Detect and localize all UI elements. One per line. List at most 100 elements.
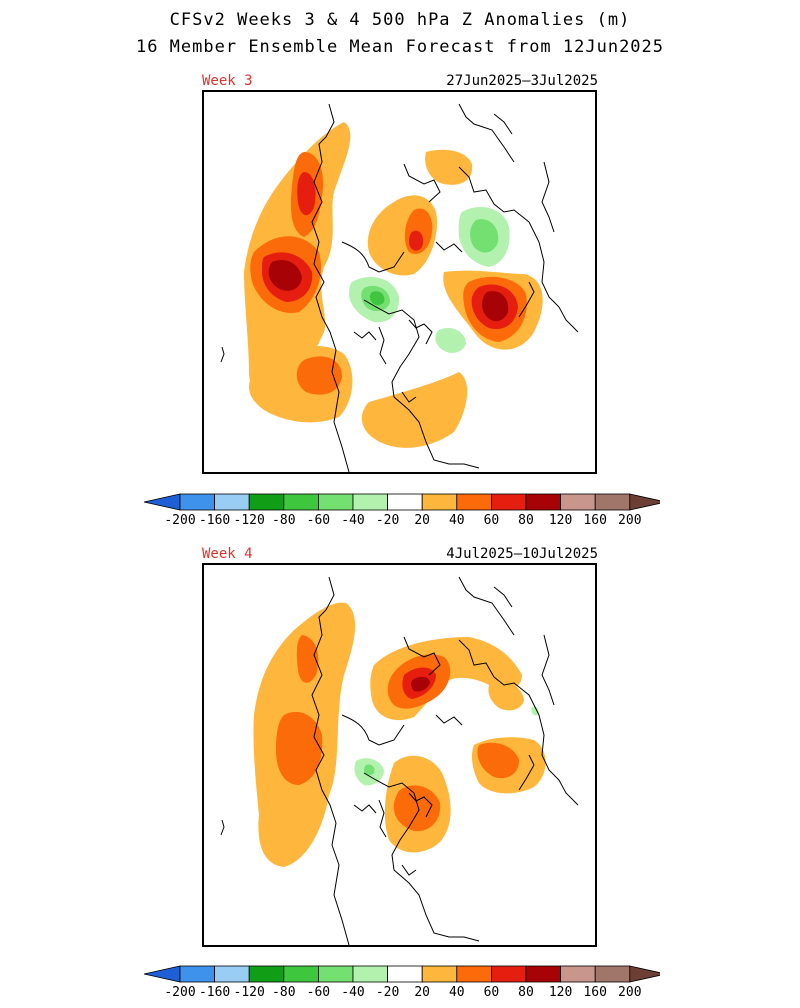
- colorbar-tick-label: 20: [414, 985, 430, 1000]
- week3-negative-anomalies: [349, 207, 510, 353]
- colorbar-tick-label: -60: [307, 513, 330, 528]
- week4-anomaly-map: [220, 576, 579, 945]
- colorbar-tick-label: 120: [549, 513, 572, 528]
- colorbar-swatch: [179, 493, 215, 511]
- week3-anomaly-60-region: [297, 172, 316, 216]
- week3-coastline: [220, 346, 225, 363]
- week3-coastline: [458, 103, 515, 163]
- week3-anomaly-80-region: [268, 259, 302, 291]
- colorbar-tick-label: 20: [414, 513, 430, 528]
- colorbar-swatch: [283, 965, 319, 983]
- colorbar-swatch: [490, 965, 527, 983]
- week4-anomaly-40-region: [276, 711, 323, 785]
- colorbar-swatch: [317, 965, 354, 983]
- colorbar-tick-label: 60: [484, 513, 500, 528]
- colorbar-tick-label: 40: [449, 513, 465, 528]
- week4-anomaly-minus20-region: [531, 706, 539, 716]
- week4-anomaly-80-region: [411, 676, 430, 692]
- colorbar-week4: -200 -160 -120 -80 -60 -40 -20 20 40 60 80 120 160 20…: [143, 965, 660, 1000]
- colorbar-swatch: [456, 493, 492, 511]
- week3-anomaly-minus60-region: [369, 291, 385, 306]
- colorbar-tick-label: -40: [341, 513, 364, 528]
- week3-coastline: [458, 166, 579, 333]
- week3-map: [202, 90, 597, 474]
- colorbar-tick-label: -200: [164, 985, 195, 1000]
- colorbar-swatch: [283, 493, 319, 511]
- colorbar-tick-labels: -200 -160 -120 -80 -60 -40 -20 20 40 60 80 120 160 20…: [164, 513, 641, 528]
- week4-coastline: [435, 714, 463, 726]
- week4-coastlines: [220, 576, 579, 945]
- week4-negative-anomalies: [354, 706, 539, 786]
- colorbar-swatch: [214, 965, 250, 983]
- colorbar-tick-labels: -200 -160 -120 -80 -60 -40 -20 20 40 60 80 120 160 20…: [164, 985, 641, 1000]
- colorbar-swatches: [143, 493, 660, 511]
- colorbar-swatch: [352, 965, 388, 983]
- colorbar-week3: -200 -160 -120 -80 -60 -40 -20 20 40 60 80 120 160 20…: [143, 493, 660, 528]
- week4-coastline: [458, 639, 579, 806]
- week4-positive-anomalies: [253, 602, 546, 867]
- week3-coastline: [493, 113, 513, 135]
- week3-coastline: [363, 299, 480, 469]
- colorbar-swatch: [421, 493, 458, 511]
- colorbar-swatch: [490, 493, 527, 511]
- colorbar-tick-label: 40: [449, 985, 465, 1000]
- colorbar-swatch: [387, 965, 423, 983]
- week4-coastline: [408, 792, 433, 818]
- week4-coastline: [458, 576, 515, 636]
- week3-coastline: [401, 391, 417, 403]
- colorbar-swatch: [594, 965, 631, 983]
- colorbar-tick-label: -40: [341, 985, 364, 1000]
- week4-coastline: [401, 864, 417, 876]
- week3-coastline: [311, 103, 350, 472]
- colorbar-swatch: [629, 965, 660, 983]
- colorbar-swatch: [594, 493, 631, 511]
- colorbar-tick-label: -20: [376, 513, 399, 528]
- colorbar-tick-label: 80: [518, 985, 534, 1000]
- colorbar-swatch: [179, 965, 215, 983]
- week4-anomaly-20-region: [488, 681, 524, 711]
- colorbar-swatch: [525, 493, 561, 511]
- week3-anomaly-map: [220, 103, 579, 472]
- colorbar-tick-label: -80: [272, 513, 295, 528]
- colorbar-swatch: [560, 493, 596, 511]
- colorbar-swatch: [456, 965, 492, 983]
- colorbar-swatch: [560, 965, 596, 983]
- week3-anomaly-80-region: [482, 291, 509, 322]
- week3-anomaly-40-region: [296, 356, 342, 395]
- colorbar-tick-label: -200: [164, 513, 195, 528]
- week3-coastline: [541, 161, 555, 233]
- week3-label: Week 3: [202, 73, 253, 89]
- week4-anomaly-40-region: [296, 635, 319, 683]
- week3-anomaly-minus40-region: [470, 219, 499, 253]
- colorbar-swatch: [387, 493, 423, 511]
- chart-subtitle: 16 Member Ensemble Mean Forecast from 12…: [135, 37, 665, 57]
- week3-coastline: [353, 331, 377, 341]
- week3-coastline: [341, 241, 405, 273]
- colorbar-tick-label: 160: [583, 513, 606, 528]
- week3-coastline: [403, 163, 441, 203]
- colorbar-swatch: [629, 493, 660, 511]
- week4-coastline: [378, 799, 387, 838]
- week4-coastline: [518, 754, 535, 791]
- week4-coastline: [541, 634, 555, 706]
- colorbar-swatch: [143, 965, 181, 983]
- week4-coastline: [353, 804, 377, 814]
- week3-coastline: [518, 281, 535, 318]
- week3-date-range: 27Jun2025–3Jul2025: [446, 73, 598, 89]
- week4-coastline: [363, 772, 480, 942]
- week3-anomaly-20-region: [425, 149, 473, 185]
- colorbar-swatch: [317, 493, 354, 511]
- colorbar-swatch: [525, 965, 561, 983]
- chart-title: CFSv2 Weeks 3 & 4 500 hPa Z Anomalies (m…: [169, 10, 631, 30]
- colorbar-tick-label: 200: [618, 985, 641, 1000]
- week3-anomaly-20-region: [361, 372, 468, 448]
- colorbar-swatch: [248, 493, 285, 511]
- week4-coastline: [403, 636, 441, 676]
- colorbar-tick-label: 160: [583, 985, 606, 1000]
- colorbar-tick-label: 200: [618, 513, 641, 528]
- colorbar-tick-label: -60: [307, 985, 330, 1000]
- week3-coastline: [408, 319, 433, 345]
- colorbar-swatches: [143, 965, 660, 983]
- colorbar-swatch: [352, 493, 388, 511]
- colorbar-swatch: [143, 493, 181, 511]
